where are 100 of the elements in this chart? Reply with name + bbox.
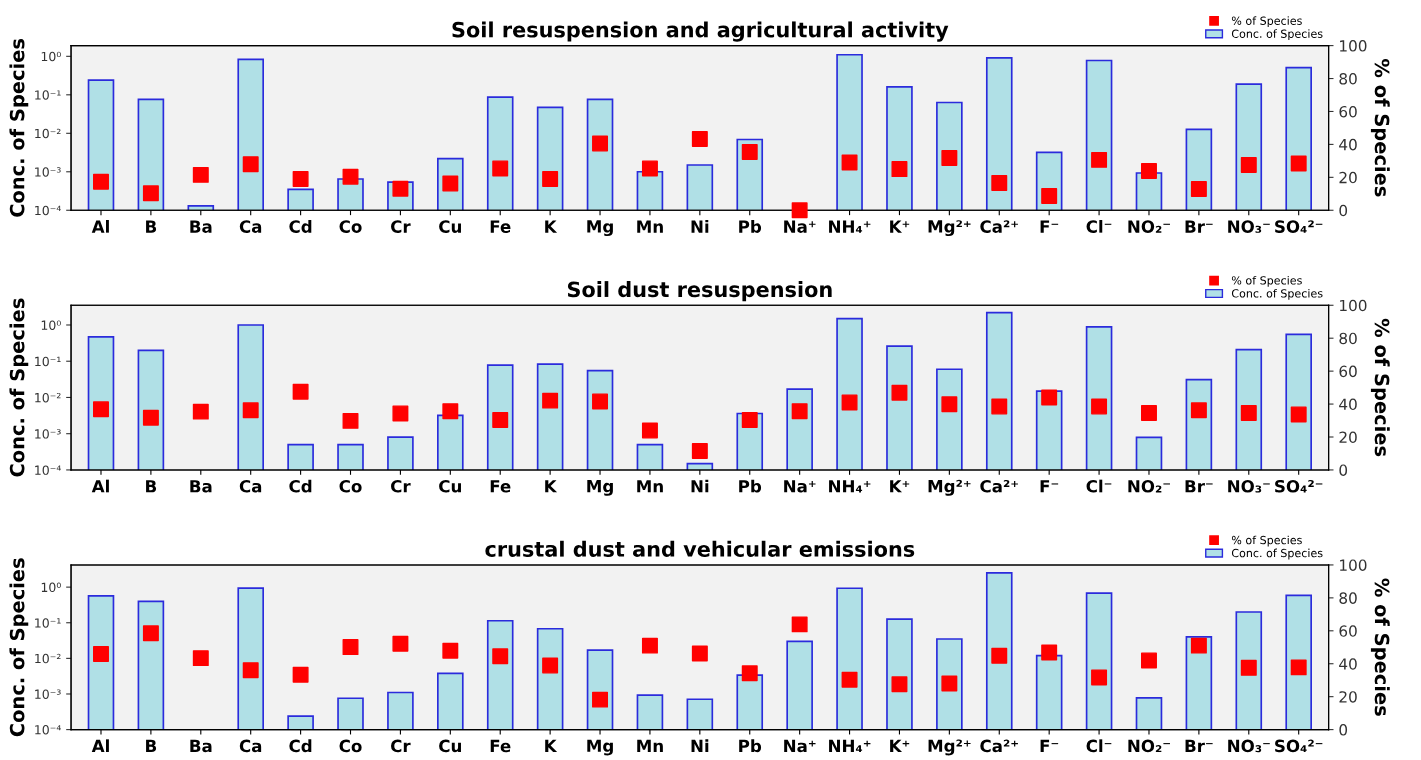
x-tick-label: Al	[91, 479, 109, 493]
x-tick-label: Co	[339, 220, 362, 233]
x-tick-label: Mn	[637, 739, 663, 752]
x-tick-label: Cl⁻	[1086, 219, 1112, 233]
y2-tick-label: 0	[1339, 464, 1348, 476]
x-tick-label: B	[146, 739, 157, 752]
x-tick-label: Cr	[391, 220, 411, 233]
y-tick-label: 10⁻¹	[35, 356, 61, 367]
chart-title: crustal dust and vehicular emissions	[485, 540, 915, 557]
y-tick-label: 10⁰	[41, 582, 61, 593]
x-tick-label: Al	[91, 739, 109, 752]
y2-tick-label: 60	[1339, 625, 1357, 637]
x-tick-label: Ca²⁺	[980, 479, 1018, 493]
y2-tick-label: 20	[1339, 171, 1357, 184]
x-tick-label: NH₄⁺	[829, 739, 871, 753]
chart-title: Soil resuspension and agricultural activity	[452, 21, 949, 42]
x-tick-label: SO₄²⁻	[1275, 220, 1323, 233]
x-tick-label: Ni	[691, 219, 709, 233]
chart-title: Soil dust resuspension	[567, 281, 832, 302]
x-tick-label: Pb	[739, 739, 762, 753]
legend-label: % of Species	[1231, 16, 1302, 28]
x-tick-label: Pb	[739, 479, 762, 493]
x-tick-label: NO₃⁻	[1228, 220, 1270, 233]
y2-tick-label: 60	[1339, 105, 1357, 118]
x-tick-label: Cd	[289, 739, 312, 753]
x-tick-label: Cr	[391, 739, 411, 753]
x-tick-label: Cl⁻	[1086, 479, 1112, 493]
y-tick-label: 10⁰	[41, 51, 61, 62]
x-tick-label: Mg	[587, 480, 613, 496]
y-tick-label: 10⁻⁴	[35, 725, 61, 735]
x-tick-label: Ca	[239, 479, 262, 493]
x-tick-label: F⁻	[1040, 739, 1059, 752]
x-tick-label: SO₄²⁻	[1275, 479, 1323, 493]
legend-label: % of Species	[1231, 275, 1302, 287]
x-tick-label: SO₄²⁻	[1275, 739, 1323, 753]
x-tick-label: K⁺	[890, 739, 910, 752]
y-tick-label: 10⁻⁴	[35, 205, 61, 216]
x-tick-label: Na⁺	[784, 220, 816, 233]
x-tick-label: Cu	[439, 479, 461, 493]
x-tick-label: Na⁺	[784, 739, 816, 753]
x-tick-label: B	[146, 220, 157, 233]
y2-axis-title: % of Species	[1370, 59, 1390, 197]
x-tick-label: Ba	[190, 220, 212, 233]
x-tick-label: Cr	[391, 479, 411, 493]
x-tick-label: K⁺	[890, 220, 910, 233]
x-tick-label: B	[146, 480, 157, 493]
legend-label: Conc. of Species	[1231, 288, 1323, 300]
x-tick-label: Ca²⁺	[980, 739, 1018, 753]
x-tick-label: Cu	[439, 739, 461, 753]
x-tick-label: Ni	[691, 479, 709, 493]
x-tick-label: Mg	[587, 220, 613, 237]
x-tick-label: Na⁺	[784, 480, 816, 493]
y-axis-title: Conc. of Species	[9, 558, 29, 737]
x-tick-label: Ba	[190, 480, 212, 493]
x-tick-label: Mg²⁺	[928, 220, 971, 237]
x-tick-label: NO₂⁻	[1128, 479, 1170, 493]
legend-label: Conc. of Species	[1231, 548, 1323, 560]
x-tick-label: Ba	[190, 739, 212, 753]
y2-tick-label: 40	[1339, 138, 1357, 151]
x-tick-label: Fe	[490, 480, 511, 493]
y-tick-label: 10⁰	[41, 320, 61, 330]
y2-axis-title: % of Species	[1370, 318, 1390, 457]
y-tick-label: 10⁻²	[35, 128, 61, 139]
x-tick-label: Mg	[587, 739, 613, 756]
x-tick-label: Cu	[439, 220, 461, 233]
y2-tick-label: 0	[1339, 724, 1348, 736]
x-tick-label: Ca	[239, 739, 262, 753]
y2-tick-label: 60	[1339, 365, 1357, 378]
x-tick-label: Fe	[490, 739, 511, 753]
x-tick-label: Mn	[637, 480, 663, 493]
x-tick-label: NH₄⁺	[829, 480, 871, 493]
x-tick-label: Ca²⁺	[980, 220, 1018, 233]
y-tick-label: 10⁻³	[35, 167, 61, 177]
x-tick-label: NO₂⁻	[1128, 739, 1170, 753]
y2-tick-label: 100	[1340, 40, 1367, 52]
x-tick-label: Co	[339, 479, 362, 493]
x-tick-label: NH₄⁺	[829, 220, 871, 233]
x-tick-label: Pb	[739, 219, 762, 233]
y-tick-label: 10⁻²	[35, 392, 61, 403]
y-tick-label: 10⁻⁴	[35, 465, 61, 475]
x-tick-label: Ni	[691, 739, 709, 752]
y2-tick-label: 0	[1339, 204, 1348, 217]
x-tick-label: K	[545, 480, 558, 493]
x-tick-label: Mn	[637, 220, 663, 233]
x-tick-label: Cd	[289, 479, 312, 493]
x-tick-label: Al	[91, 219, 109, 233]
x-tick-label: K	[545, 739, 558, 752]
y-tick-label: 10⁻³	[35, 689, 61, 699]
y2-tick-label: 80	[1339, 592, 1357, 604]
y-tick-label: 10⁻³	[35, 429, 61, 439]
x-tick-label: K	[545, 220, 558, 233]
x-tick-label: Cd	[289, 219, 312, 233]
y2-tick-label: 40	[1339, 658, 1357, 670]
y2-tick-label: 80	[1339, 332, 1357, 345]
legend-label: % of Species	[1231, 535, 1302, 547]
x-tick-label: Br⁻	[1185, 739, 1213, 752]
y-tick-label: 10⁻¹	[35, 618, 61, 628]
y-tick-label: 10⁻¹	[35, 90, 61, 100]
y-axis-title: Conc. of Species	[9, 298, 29, 477]
y2-tick-label: 80	[1339, 73, 1357, 85]
